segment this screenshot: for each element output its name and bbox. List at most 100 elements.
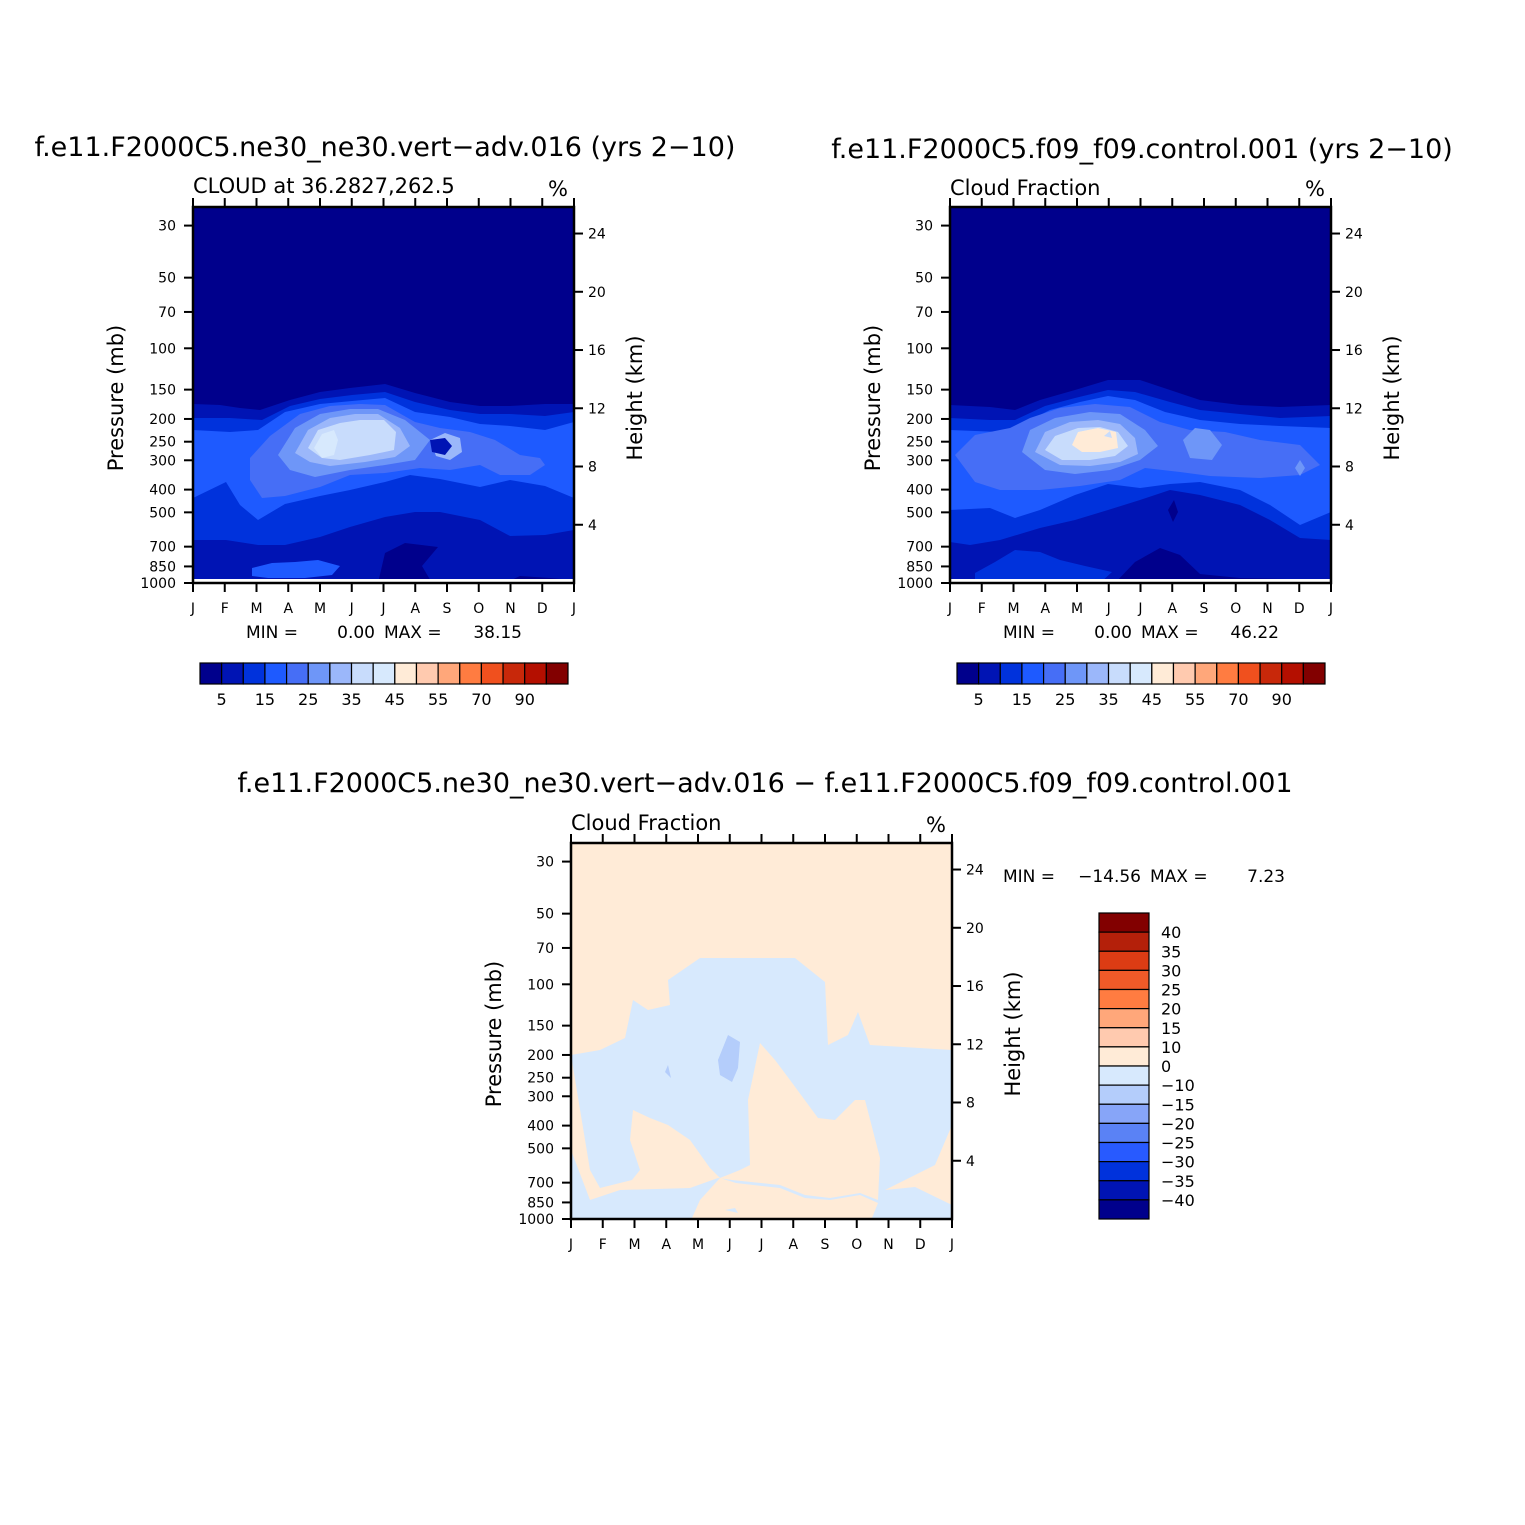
panel-3-colorbar-swatch bbox=[1098, 1122, 1150, 1144]
panel-3-subtitle: Cloud Fraction bbox=[571, 811, 722, 835]
panel-2-colorbar-swatch bbox=[1281, 662, 1304, 685]
panel-3-ytick-label: 30 bbox=[536, 855, 554, 871]
panel-1-colorbar-label: 35 bbox=[341, 690, 361, 709]
panel-2-xtick-label: D bbox=[1294, 601, 1305, 617]
panel-2-xtick-label: F bbox=[978, 601, 986, 617]
panel-1-colorbar-swatch bbox=[502, 662, 526, 685]
panel-3-units: % bbox=[926, 813, 946, 837]
panel-2-max-value: 46.22 bbox=[1230, 623, 1279, 643]
panel-1-colorbar-swatch bbox=[285, 662, 309, 685]
panel-3-max-value: 7.23 bbox=[1247, 867, 1285, 887]
panel-2-xtick-label: M bbox=[1071, 601, 1083, 617]
panel-1-ytick-label: 300 bbox=[149, 453, 176, 469]
panel-1-xtick-label: A bbox=[283, 601, 293, 617]
panel-1: f.e11.F2000C5.ne30_ne30.vert−adv.016 (yr… bbox=[35, 132, 736, 709]
panel-1-ytick-label: 30 bbox=[158, 219, 176, 235]
panel-2-colorbar-label: 5 bbox=[974, 690, 984, 709]
panel-2-ytick-label: 200 bbox=[906, 412, 933, 428]
panel-1-colorbar-swatch bbox=[329, 662, 353, 685]
panel-3-colorbar-swatch bbox=[1098, 950, 1150, 971]
panel-3-colorbar-label: 20 bbox=[1161, 1000, 1181, 1019]
panel-3-xtick-label: N bbox=[883, 1237, 893, 1253]
panel-2-colorbar-swatch bbox=[978, 662, 1001, 685]
panel-2-min-label: MIN = bbox=[1003, 623, 1055, 643]
panel-2-ytick-label: 100 bbox=[906, 341, 933, 357]
panel-3-colorbar-label: 25 bbox=[1161, 981, 1181, 1000]
panel-2-colorbar-label: 90 bbox=[1272, 690, 1292, 709]
panel-1-colorbar-swatch bbox=[415, 662, 439, 685]
panel-3-ytick-label: 400 bbox=[527, 1119, 554, 1135]
panel-1-ytick-right-label: 8 bbox=[588, 460, 597, 476]
panel-1-subtitle: CLOUD at 36.2827,262.5 bbox=[193, 174, 455, 198]
panel-2-title: f.e11.F2000C5.f09_f09.control.001 (yrs 2… bbox=[831, 134, 1453, 165]
panel-1-colorbar-swatch bbox=[350, 662, 374, 685]
panel-1-colorbar-swatch bbox=[524, 662, 547, 685]
panel-1-xtick-label: N bbox=[505, 601, 515, 617]
panel-1-colorbar: 5 15 25 35 45 55 70 90 bbox=[199, 662, 569, 709]
panel-3-ytick-label: 200 bbox=[527, 1048, 554, 1064]
panel-2-ytick-right-label: 4 bbox=[1345, 518, 1354, 534]
panel-3-ytick-label: 250 bbox=[527, 1071, 554, 1087]
panel-3-xtick-label: O bbox=[851, 1237, 862, 1253]
panel-2-min-value: 0.00 bbox=[1094, 623, 1132, 643]
panel-2-ylabel: Pressure (mb) bbox=[861, 325, 885, 472]
panel-2-xtick-label: O bbox=[1230, 601, 1241, 617]
panel-2-colorbar-swatch bbox=[1302, 662, 1326, 685]
panel-2-stats: MIN = 0.00 MAX = 46.22 bbox=[1003, 623, 1279, 643]
panel-1-ytick-label: 700 bbox=[149, 540, 176, 556]
panel-2-xtick-label: J bbox=[1137, 601, 1142, 617]
panel-1-colorbar-swatch bbox=[242, 662, 266, 685]
panel-1-ytick-right-label: 16 bbox=[588, 343, 606, 359]
panel-2-colorbar-swatch bbox=[1259, 662, 1283, 685]
panel-3-colorbar-label: 10 bbox=[1161, 1038, 1181, 1057]
panel-1-max-label: MAX = bbox=[384, 623, 442, 643]
panel-1-xtick-label: F bbox=[221, 601, 229, 617]
panel-1-ytick-label: 250 bbox=[149, 435, 176, 451]
panel-1-ytick-label: 50 bbox=[158, 271, 176, 287]
panel-3-ytick-label: 70 bbox=[536, 941, 554, 957]
panel-1-colorbar-label: 15 bbox=[255, 690, 275, 709]
panel-1-axes: J F M A M J J A S O N D J 30 50 70 100 150 200 250 300 400 500… bbox=[140, 198, 606, 617]
panel-3-colorbar-swatch bbox=[1098, 1141, 1150, 1163]
panel-3-axes: J F M A M J J A S O N D J 30 50 70 100 150 200 250 300 400 500… bbox=[518, 834, 984, 1253]
panel-1-title: f.e11.F2000C5.ne30_ne30.vert−adv.016 (yr… bbox=[35, 132, 736, 163]
panel-2-colorbar-swatch bbox=[1194, 662, 1218, 685]
panel-1-ytick-label: 200 bbox=[149, 412, 176, 428]
panel-3-colorbar-swatch bbox=[1098, 1084, 1150, 1105]
panel-2-ytick-label: 30 bbox=[915, 219, 933, 235]
panel-1-ytick-label: 400 bbox=[149, 483, 176, 499]
panel-3-colorbar-swatch bbox=[1098, 1199, 1150, 1220]
panel-3-title: f.e11.F2000C5.ne30_ne30.vert−adv.016 − f… bbox=[237, 768, 1292, 799]
panel-1-xtick-label: O bbox=[473, 601, 484, 617]
panel-3-colorbar-label: −20 bbox=[1161, 1114, 1195, 1133]
panel-2-colorbar-swatch bbox=[956, 662, 980, 685]
panel-3-colorbar-label: −40 bbox=[1161, 1191, 1195, 1210]
panel-2-xtick-label: J bbox=[947, 601, 952, 617]
panel-3-colorbar-swatch bbox=[1098, 1180, 1150, 1201]
panel-1-min-label: MIN = bbox=[246, 623, 298, 643]
panel-2-axes: J F M A M J J A S O N D J 30 50 70 100 150 200 250 300 400 500… bbox=[897, 198, 1363, 617]
panel-2-xtick-label: J bbox=[1328, 601, 1333, 617]
panel-1-ytick-label: 100 bbox=[149, 341, 176, 357]
panel-1-colorbar-swatch bbox=[545, 662, 569, 685]
panel-2-colorbar-swatch bbox=[1042, 662, 1066, 685]
panel-3-xtick-label: J bbox=[568, 1237, 573, 1253]
panel-3-colorbar-swatch bbox=[1098, 912, 1150, 933]
panel-2-colorbar-swatch bbox=[1107, 662, 1131, 685]
panel-1-colorbar-label: 70 bbox=[471, 690, 491, 709]
panel-1-ytick-label: 70 bbox=[158, 305, 176, 321]
panel-2-ylabel-right: Height (km) bbox=[1380, 335, 1404, 460]
panel-1-ytick-label: 850 bbox=[149, 559, 176, 575]
panel-2-xtick-label: A bbox=[1167, 601, 1177, 617]
panel-3-xtick-label: D bbox=[915, 1237, 926, 1253]
panel-3-colorbar-swatch bbox=[1098, 1008, 1150, 1029]
panel-2-subtitle: Cloud Fraction bbox=[950, 176, 1101, 200]
panel-2-max-label: MAX = bbox=[1141, 623, 1199, 643]
panel-3-ytick-right-label: 12 bbox=[966, 1037, 984, 1053]
panel-2-ytick-label: 70 bbox=[915, 305, 933, 321]
panel-1-ytick-label: 1000 bbox=[140, 576, 176, 592]
panel-3-xtick-label: F bbox=[599, 1237, 607, 1253]
panel-3-colorbar-label: −30 bbox=[1161, 1153, 1195, 1172]
panel-3-colorbar-swatch bbox=[1098, 1103, 1150, 1124]
